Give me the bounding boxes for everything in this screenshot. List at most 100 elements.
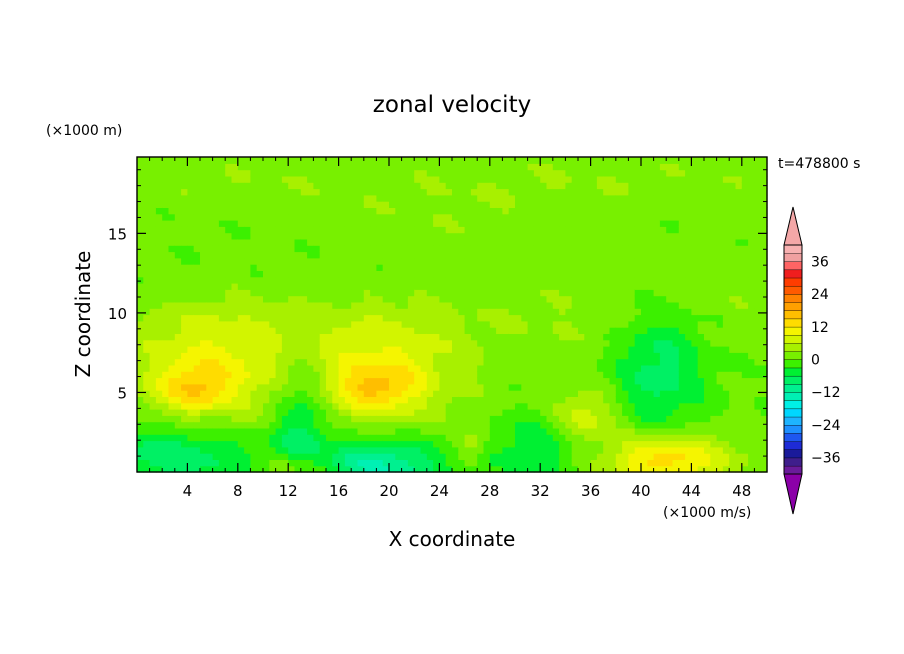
heatmap-cell [407,270,415,278]
heatmap-cell [760,465,768,473]
heatmap-cell [508,308,516,316]
heatmap-cell [685,440,692,448]
heatmap-cell [716,188,724,196]
heatmap-cell [332,264,340,271]
heatmap-cell [319,320,327,328]
heatmap-cell [521,207,529,215]
heatmap-cell [370,352,377,360]
heatmap-cell [149,327,157,334]
heatmap-cell [231,175,239,183]
heatmap-cell [263,459,270,467]
heatmap-cell [407,440,415,448]
heatmap-cell [420,276,428,284]
heatmap-cell [653,283,661,290]
heatmap-cell [596,390,604,397]
heatmap-cell [634,283,642,290]
heatmap-cell [458,194,466,202]
heatmap-cell [414,308,422,316]
heatmap-cell [603,194,611,202]
heatmap-cell [729,276,737,284]
heatmap-cell [187,440,195,448]
heatmap-cell [666,175,674,183]
heatmap-cell [281,157,289,164]
heatmap-cell [155,213,163,221]
heatmap-cell [281,371,289,379]
heatmap-cell [439,346,447,353]
heatmap-cell [565,289,573,297]
heatmap-cell [716,320,724,328]
heatmap-cell [508,352,516,360]
heatmap-cell [565,371,573,379]
heatmap-cell [741,409,749,416]
heatmap-cell [704,415,711,423]
heatmap-cell [477,157,485,164]
heatmap-cell [414,358,422,366]
heatmap-cell [653,175,661,183]
heatmap-cell [288,308,296,316]
heatmap-cell [281,320,289,328]
heatmap-cell [326,289,333,297]
heatmap-cell [288,213,296,221]
heatmap-cell [351,402,359,410]
heatmap-cell [584,213,592,221]
heatmap-cell [212,459,220,467]
heatmap-cell [735,320,743,328]
heatmap-cell [174,352,182,360]
heatmap-cell [754,238,762,246]
heatmap-cell [666,314,674,322]
heatmap-cell [464,194,472,202]
heatmap-cell [319,434,327,442]
heatmap-cell [533,327,541,334]
heatmap-cell [420,390,428,397]
heatmap-cell [603,308,611,316]
heatmap-cell [389,283,396,290]
heatmap-cell [344,346,352,353]
heatmap-cell [615,465,623,473]
heatmap-cell [389,358,396,366]
heatmap-cell [458,188,466,196]
heatmap-cell [634,453,642,460]
heatmap-cell [445,333,453,341]
heatmap-cell [344,289,352,297]
heatmap-cell [685,188,692,196]
heatmap-cell [489,440,497,448]
heatmap-cell [174,295,182,303]
heatmap-cell [143,245,151,253]
heatmap-cell [691,390,699,397]
heatmap-cell [168,427,176,435]
heatmap-cell [710,465,718,473]
heatmap-cell [685,245,692,253]
heatmap-cell [685,157,692,164]
heatmap-cell [697,314,705,322]
heatmap-cell [382,270,390,278]
heatmap-cell [389,421,396,429]
heatmap-cell [307,320,314,328]
heatmap-cell [533,352,541,360]
heatmap-cell [288,383,296,391]
heatmap-cell [389,188,396,196]
heatmap-cell [584,238,592,246]
heatmap-cell [313,402,321,410]
heatmap-cell [307,207,314,215]
heatmap-cell [533,358,541,366]
heatmap-cell [338,157,346,164]
heatmap-cell [634,157,642,164]
heatmap-cell [231,201,239,208]
heatmap-cell [414,175,422,183]
heatmap-cell [344,276,352,284]
heatmap-cell [237,264,245,271]
heatmap-cell [256,465,264,473]
heatmap-cell [704,213,711,221]
heatmap-cell [256,434,264,442]
heatmap-cell [269,390,277,397]
heatmap-cell [452,213,459,221]
heatmap-cell [653,238,661,246]
heatmap-cell [647,409,655,416]
heatmap-cell [326,358,333,366]
heatmap-cell [206,427,214,435]
heatmap-cell [458,446,466,454]
heatmap-cell [666,251,674,259]
heatmap-cell [433,440,440,448]
heatmap-cell [741,314,749,322]
heatmap-cell [326,283,333,290]
